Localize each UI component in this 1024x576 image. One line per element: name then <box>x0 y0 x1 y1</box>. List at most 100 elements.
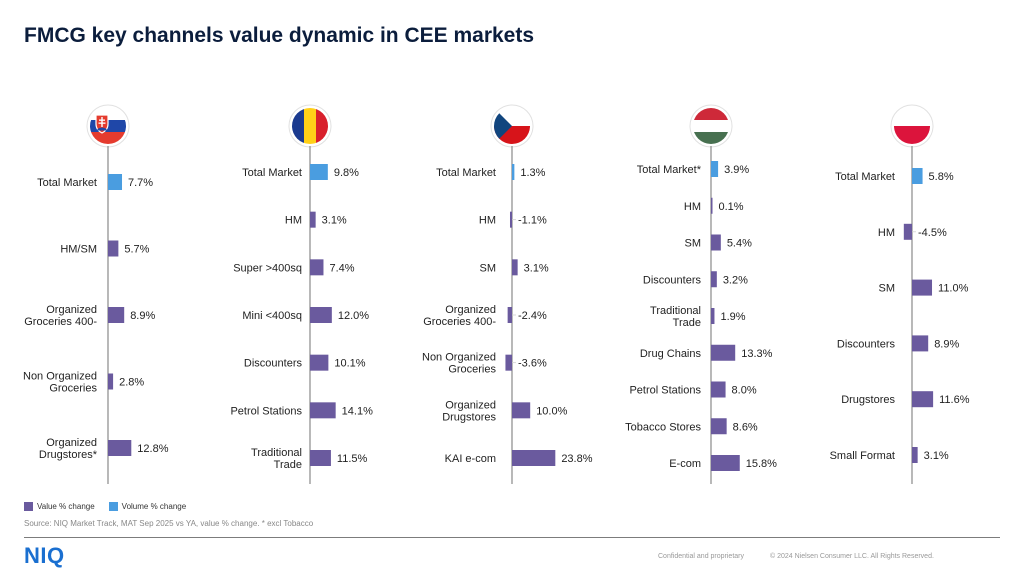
category-label: SM <box>685 238 702 250</box>
bar <box>108 240 119 257</box>
category-label: Traditional Trade <box>251 447 302 471</box>
category-label: Traditional Trade <box>650 305 701 329</box>
category-label: Organized Groceries 400- <box>423 304 496 328</box>
bar <box>912 279 933 296</box>
data-label: 13.3% <box>741 348 772 360</box>
category-label: KAI e-com <box>445 453 496 465</box>
country-chart: 5.8% Total Market -4.5% HM 11.0% SM 8.9% Discou… <box>830 146 970 484</box>
category-label: Non Organized Groceries <box>422 352 496 376</box>
confidential-note: Confidential and proprietary <box>658 553 744 560</box>
category-label: HM <box>878 227 895 239</box>
category-label: Non Organized Groceries <box>23 371 97 395</box>
data-label: 8.6% <box>733 421 758 433</box>
category-label: Drug Chains <box>640 348 702 360</box>
bar <box>512 259 518 276</box>
data-label: 11.6% <box>939 394 970 406</box>
bar <box>310 211 316 228</box>
category-label: Total Market <box>436 167 496 179</box>
bar <box>711 381 726 398</box>
data-label: 5.8% <box>929 171 954 183</box>
czech-flag <box>490 104 534 148</box>
bar <box>512 450 556 466</box>
data-label: 12.8% <box>137 443 168 455</box>
data-label: 7.7% <box>128 177 153 189</box>
data-label: 3.2% <box>723 274 748 286</box>
bar <box>711 308 715 324</box>
bar <box>108 174 123 190</box>
category-label: Petrol Stations <box>629 385 701 397</box>
data-label: 3.1% <box>322 215 347 227</box>
country-chart: 7.7% Total Market 5.7% HM/SM 8.9% Organized Gr… <box>23 146 169 484</box>
category-label: Drugstores <box>841 394 895 406</box>
category-label: Total Market <box>37 177 97 189</box>
bar <box>507 307 512 323</box>
bar <box>108 307 125 323</box>
poland-flag <box>890 104 934 148</box>
category-label: Total Market <box>835 171 895 183</box>
category-label: Small Format <box>830 450 895 462</box>
data-label: -1.1% <box>518 215 547 227</box>
bar <box>912 447 918 463</box>
data-label: 8.9% <box>934 338 959 350</box>
data-label: 3.9% <box>724 164 749 176</box>
country-chart: 1.3% Total Market -1.1% HM 3.1% SM -2.4% Organi… <box>422 146 593 484</box>
category-label: Mini <400sq <box>242 310 302 322</box>
data-label: 10.1% <box>334 358 365 370</box>
category-label: Organized Drugstores <box>442 399 496 423</box>
bar <box>711 234 721 251</box>
bar <box>512 402 531 419</box>
category-label: Discounters <box>643 274 702 286</box>
data-label: 1.9% <box>720 311 745 323</box>
bar <box>310 354 329 371</box>
bar <box>912 335 929 352</box>
category-label: HM <box>285 215 302 227</box>
romania-flag <box>288 104 332 148</box>
bar <box>912 168 923 184</box>
bar <box>310 402 336 419</box>
category-label: Tobacco Stores <box>625 421 701 433</box>
legend-item-volume: Volume % change <box>108 502 186 511</box>
bar <box>912 391 934 408</box>
legend-item-value: Value % change <box>24 502 95 511</box>
bar <box>310 307 332 323</box>
bar <box>310 450 331 466</box>
data-label: 5.7% <box>124 244 149 256</box>
category-label: SM <box>879 283 896 295</box>
data-label: 11.0% <box>938 283 969 295</box>
legend-label-value: Value % change <box>37 502 95 511</box>
category-label: HM <box>684 201 701 213</box>
category-label: SM <box>480 262 497 274</box>
slovakia-flag <box>86 104 130 148</box>
data-label: -2.4% <box>518 310 547 322</box>
bar <box>310 164 328 180</box>
data-label: 0.1% <box>719 201 744 213</box>
category-label: HM <box>479 215 496 227</box>
legend-swatch-value <box>24 502 33 511</box>
data-label: -4.5% <box>918 227 947 239</box>
bar <box>711 418 727 435</box>
category-label: Total Market* <box>637 164 702 176</box>
legend-swatch-volume <box>108 502 118 511</box>
category-label: Petrol Stations <box>230 405 302 417</box>
country-chart: 3.9% Total Market* 0.1% HM 5.4% SM 3.2% Discoun… <box>625 146 777 484</box>
data-label: 14.1% <box>342 405 373 417</box>
category-label: Super >400sq <box>233 262 302 274</box>
bar <box>310 259 324 276</box>
data-label: 10.0% <box>536 405 567 417</box>
bar <box>505 354 512 371</box>
source-note: Source: NIQ Market Track, MAT Sep 2025 v… <box>24 519 314 528</box>
data-label: 1.3% <box>520 167 545 179</box>
copyright-note: © 2024 Nielsen Consumer LLC. All Rights … <box>770 553 934 560</box>
data-label: 9.8% <box>334 167 359 179</box>
country-chart: 9.8% Total Market 3.1% HM 7.4% Super >400sq 12… <box>230 146 373 484</box>
bar <box>711 455 740 471</box>
bar <box>711 344 736 361</box>
bar <box>108 440 132 456</box>
data-label: 23.8% <box>561 453 592 465</box>
data-label: 7.4% <box>329 262 354 274</box>
data-label: 8.0% <box>732 385 757 397</box>
footer-divider <box>24 537 1000 538</box>
data-label: 12.0% <box>338 310 369 322</box>
category-label: Discounters <box>837 338 896 350</box>
